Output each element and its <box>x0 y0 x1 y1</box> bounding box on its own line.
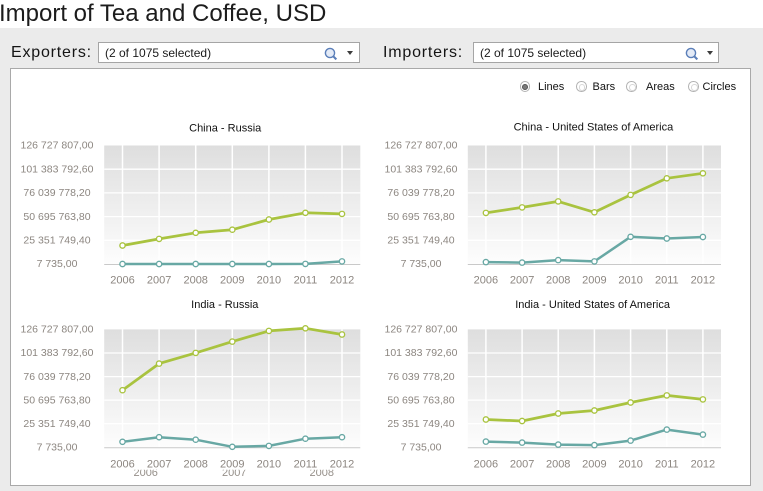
svg-text:7 735,00: 7 735,00 <box>401 258 442 270</box>
svg-text:2012: 2012 <box>330 274 354 286</box>
svg-text:2010: 2010 <box>618 274 642 286</box>
svg-text:2007: 2007 <box>147 458 171 470</box>
svg-text:2006: 2006 <box>110 458 134 470</box>
svg-text:101 383 792,60: 101 383 792,60 <box>21 347 94 359</box>
svg-text:2012: 2012 <box>691 274 715 286</box>
svg-text:76 039 778,20: 76 039 778,20 <box>387 371 454 383</box>
svg-text:2007: 2007 <box>510 274 534 286</box>
svg-text:2009: 2009 <box>220 274 244 286</box>
svg-text:2008: 2008 <box>310 467 334 479</box>
svg-text:50 695 763,80: 50 695 763,80 <box>23 211 90 223</box>
svg-text:2008: 2008 <box>546 458 570 470</box>
svg-text:126 727 807,00: 126 727 807,00 <box>21 324 94 336</box>
svg-text:7 735,00: 7 735,00 <box>401 442 442 454</box>
svg-text:China - United States of Ameri: China - United States of America <box>514 122 674 134</box>
svg-text:50 695 763,80: 50 695 763,80 <box>387 211 454 223</box>
svg-text:2007: 2007 <box>222 467 246 479</box>
svg-text:101 383 792,60: 101 383 792,60 <box>385 347 458 359</box>
svg-text:2009: 2009 <box>220 458 244 470</box>
svg-text:25 351 749,40: 25 351 749,40 <box>387 235 454 247</box>
svg-text:2006: 2006 <box>110 274 134 286</box>
svg-text:2008: 2008 <box>546 274 570 286</box>
svg-text:126 727 807,00: 126 727 807,00 <box>21 140 94 152</box>
svg-text:2012: 2012 <box>330 458 354 470</box>
svg-text:2012: 2012 <box>691 458 715 470</box>
svg-text:25 351 749,40: 25 351 749,40 <box>23 235 90 247</box>
svg-text:2010: 2010 <box>257 274 281 286</box>
svg-text:2009: 2009 <box>582 274 606 286</box>
svg-text:25 351 749,40: 25 351 749,40 <box>387 418 454 430</box>
svg-text:2006: 2006 <box>474 458 498 470</box>
svg-text:126 727 807,00: 126 727 807,00 <box>385 140 458 152</box>
svg-text:2011: 2011 <box>294 458 318 470</box>
svg-text:2010: 2010 <box>257 458 281 470</box>
svg-text:76 039 778,20: 76 039 778,20 <box>387 187 454 199</box>
svg-text:India - Russia: India - Russia <box>191 299 259 311</box>
svg-text:50 695 763,80: 50 695 763,80 <box>387 394 454 406</box>
svg-text:2006: 2006 <box>474 274 498 286</box>
svg-text:2006: 2006 <box>133 467 157 479</box>
svg-text:2011: 2011 <box>294 274 318 286</box>
svg-text:50 695 763,80: 50 695 763,80 <box>23 394 90 406</box>
svg-text:2007: 2007 <box>147 274 171 286</box>
svg-text:101 383 792,60: 101 383 792,60 <box>385 163 458 175</box>
svg-text:2008: 2008 <box>183 274 207 286</box>
svg-text:7 735,00: 7 735,00 <box>37 258 78 270</box>
svg-text:101 383 792,60: 101 383 792,60 <box>21 163 94 175</box>
svg-text:China - Russia: China - Russia <box>189 123 262 135</box>
svg-text:76 039 778,20: 76 039 778,20 <box>23 371 90 383</box>
svg-text:2009: 2009 <box>582 458 606 470</box>
svg-text:126 727 807,00: 126 727 807,00 <box>385 324 458 336</box>
svg-text:7 735,00: 7 735,00 <box>37 442 78 454</box>
svg-text:India - United States of Ameri: India - United States of America <box>515 299 671 311</box>
svg-text:2011: 2011 <box>655 274 679 286</box>
svg-text:25 351 749,40: 25 351 749,40 <box>23 418 90 430</box>
svg-text:2007: 2007 <box>510 458 534 470</box>
svg-text:2010: 2010 <box>618 458 642 470</box>
svg-text:2011: 2011 <box>655 458 679 470</box>
svg-text:2008: 2008 <box>183 458 207 470</box>
svg-text:76 039 778,20: 76 039 778,20 <box>23 187 90 199</box>
